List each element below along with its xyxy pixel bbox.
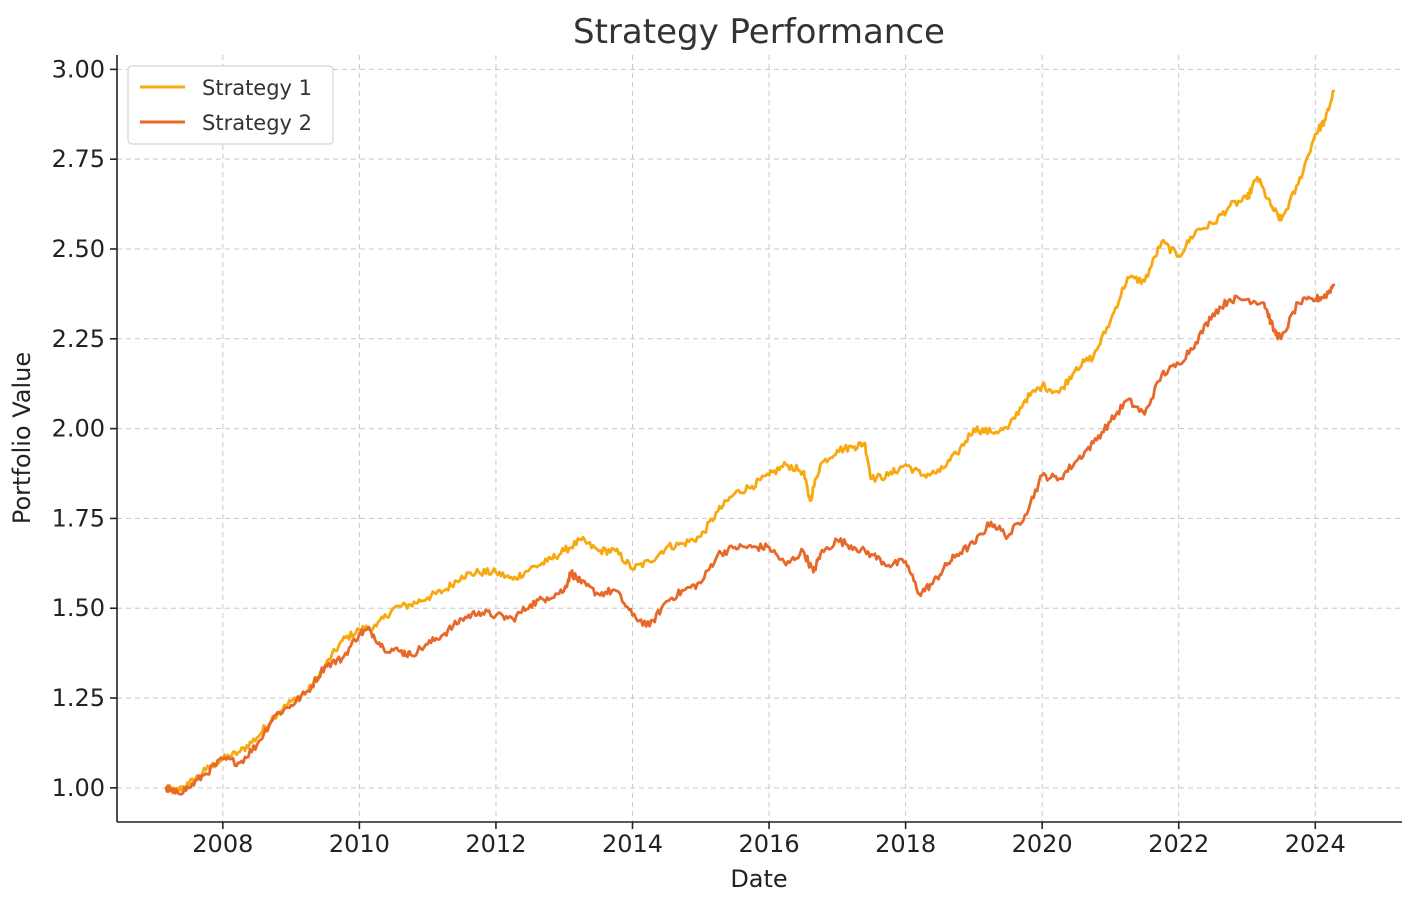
x-tick-label: 2024 (1285, 830, 1346, 858)
axes (116, 55, 1402, 823)
y-tick-label: 1.00 (52, 774, 105, 802)
x-tick-label: 2014 (602, 830, 663, 858)
data-series (164, 89, 1336, 796)
x-axis-label: Date (730, 865, 787, 893)
x-tick-label: 2010 (329, 830, 390, 858)
x-tick-label: 2008 (192, 830, 253, 858)
y-tick-label: 2.00 (52, 415, 105, 443)
y-axis-ticks: 1.00 1.25 1.50 1.75 2.00 2.25 2.50 2.75 3.00 (52, 55, 117, 802)
y-tick-label: 1.75 (52, 504, 105, 532)
y-tick-label: 2.25 (52, 325, 105, 353)
grid-lines (117, 55, 1402, 822)
x-tick-label: 2012 (465, 830, 526, 858)
y-tick-label: 1.50 (52, 594, 105, 622)
y-tick-label: 2.75 (52, 145, 105, 173)
legend-label-strategy-2: Strategy 2 (202, 111, 312, 135)
chart-legend: Strategy 1 Strategy 2 (127, 65, 334, 145)
y-tick-label: 2.50 (52, 235, 105, 263)
chart-title: Strategy Performance (573, 12, 945, 52)
x-axis-ticks: 2008 2010 2012 2014 2016 2018 2020 2022 2024 (192, 822, 1346, 858)
x-tick-label: 2022 (1148, 830, 1209, 858)
series-line-strategy-1 (164, 89, 1336, 795)
series-line-strategy-2 (164, 283, 1336, 796)
y-axis-label: Portfolio Value (8, 352, 36, 524)
y-tick-label: 3.00 (52, 55, 105, 83)
y-tick-label: 1.25 (52, 684, 105, 712)
x-tick-label: 2020 (1012, 830, 1073, 858)
legend-label-strategy-1: Strategy 1 (202, 76, 312, 100)
x-tick-label: 2018 (875, 830, 936, 858)
x-tick-label: 2016 (739, 830, 800, 858)
